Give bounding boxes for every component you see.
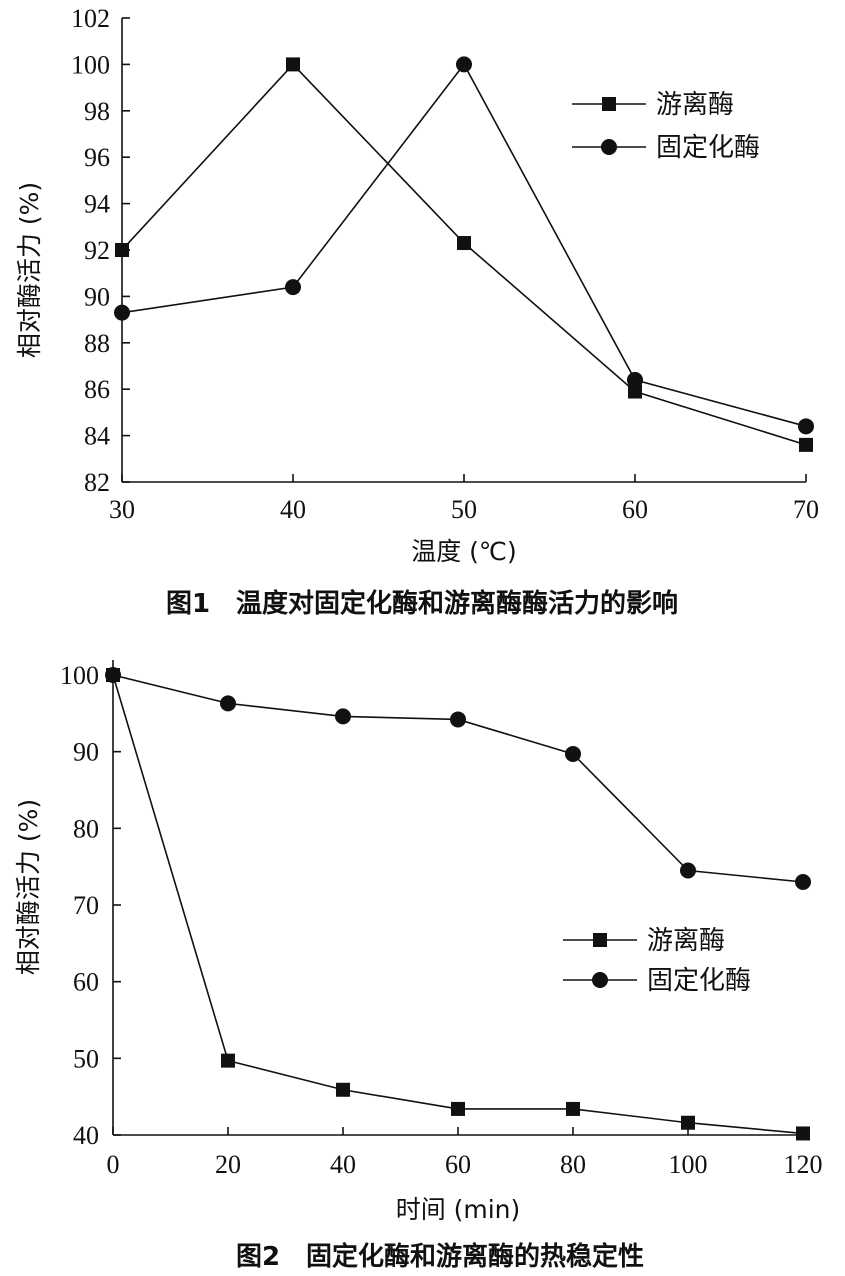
series-line (121, 63, 807, 446)
y-tick-label: 86 (84, 375, 110, 404)
data-point (285, 279, 301, 296)
x-tick-label: 60 (622, 495, 648, 524)
y-tick-label: 80 (73, 814, 99, 843)
legend-label: 游离酶 (656, 90, 734, 120)
y-tick-label: 98 (84, 97, 110, 126)
legend-marker (592, 972, 608, 988)
series-line (112, 674, 804, 1135)
data-point (627, 371, 643, 388)
x-tick-label: 40 (280, 495, 306, 524)
data-point (450, 711, 466, 728)
series-line (112, 674, 804, 883)
y-axis-label: 相对酶活力 (%) (15, 182, 44, 358)
y-tick-label: 88 (84, 329, 110, 358)
y-axis-label: 相对酶活力 (%) (14, 799, 43, 975)
x-tick-label: 0 (107, 1150, 120, 1179)
data-point (221, 1053, 235, 1068)
data-point (457, 236, 471, 251)
data-point (220, 695, 236, 712)
y-tick-label: 92 (84, 236, 110, 265)
y-tick-label: 40 (73, 1121, 99, 1150)
data-point (456, 56, 472, 73)
x-tick-label: 50 (451, 495, 477, 524)
data-point (451, 1101, 465, 1116)
y-tick-label: 82 (84, 468, 110, 497)
data-point (105, 667, 121, 683)
data-point (286, 57, 300, 72)
x-tick-label: 100 (669, 1150, 708, 1179)
x-axis-label: 温度 (℃) (411, 537, 517, 566)
data-point (628, 384, 642, 399)
x-tick-label: 30 (109, 495, 135, 524)
legend-label: 固定化酶 (656, 133, 760, 163)
y-tick-label: 96 (84, 143, 110, 172)
x-axis-label: 时间 (min) (396, 1195, 521, 1224)
data-point (335, 708, 351, 725)
y-tick-label: 84 (84, 422, 110, 451)
x-tick-label: 60 (445, 1150, 471, 1179)
y-tick-label: 50 (73, 1044, 99, 1073)
legend-marker (593, 933, 607, 947)
series-free-enzyme (115, 57, 813, 452)
chart-1-caption: 图1 温度对固定化酶和游离酶酶活力的影响 (166, 588, 678, 619)
x-tick-label: 70 (793, 495, 819, 524)
legend-marker (602, 97, 616, 111)
data-point (796, 1126, 810, 1141)
y-tick-label: 94 (84, 190, 110, 219)
series-immobilized-enzyme (105, 667, 811, 890)
x-tick-label: 80 (560, 1150, 586, 1179)
data-point (799, 437, 813, 452)
chart-thermal-stability: 40 50 60 70 80 90 100 0 20 40 60 80 100 120 时间 (min) 相对… (14, 660, 823, 1224)
y-tick-label: 102 (71, 4, 110, 33)
y-tick-label: 100 (71, 50, 110, 79)
data-point (795, 874, 811, 890)
legend-marker (601, 139, 617, 155)
legend-label: 游离酶 (647, 926, 725, 956)
chart-temperature-activity: 82 84 86 88 90 92 94 96 98 100 102 30 40 50 60 70 温度 (℃)… (15, 4, 819, 566)
y-tick-label: 90 (73, 738, 99, 767)
data-point (798, 418, 814, 435)
y-tick-label: 100 (60, 661, 99, 690)
legend-label: 固定化酶 (647, 966, 751, 996)
chart-2-caption: 图2 固定化酶和游离酶的热稳定性 (236, 1241, 644, 1272)
data-point (336, 1082, 350, 1097)
x-tick-label: 40 (330, 1150, 356, 1179)
y-tick-label: 70 (73, 891, 99, 920)
y-tick-label: 60 (73, 968, 99, 997)
series-immobilized-enzyme (114, 56, 814, 435)
x-tick-label: 120 (784, 1150, 823, 1179)
data-point (680, 862, 696, 879)
data-point (565, 745, 581, 762)
y-tick-label: 90 (84, 282, 110, 311)
data-point (566, 1101, 580, 1116)
data-point (114, 304, 130, 321)
data-point (681, 1115, 695, 1130)
x-tick-label: 20 (215, 1150, 241, 1179)
data-point (115, 243, 129, 257)
series-free-enzyme (106, 668, 810, 1141)
